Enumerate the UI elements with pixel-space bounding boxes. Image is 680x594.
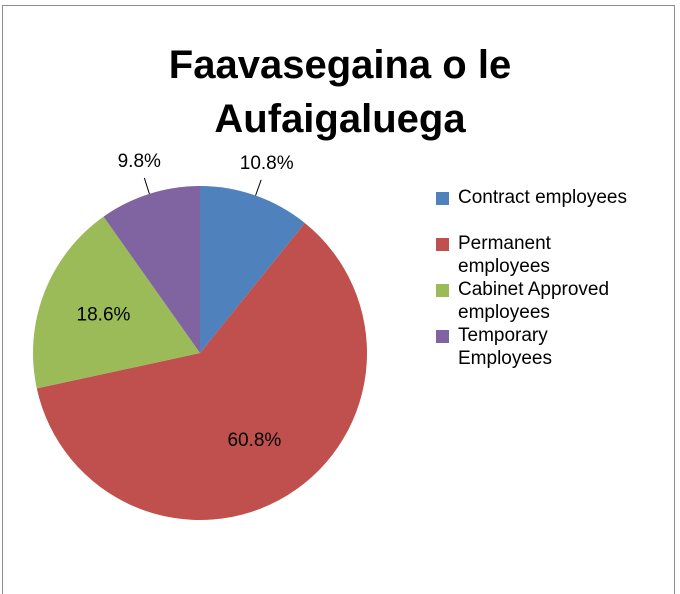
- legend-swatch: [436, 284, 449, 297]
- chart-title: Faavasegaina o le Aufaigaluega: [168, 43, 512, 141]
- data-label: 9.8%: [118, 151, 161, 172]
- legend-swatch: [436, 330, 449, 343]
- pie-slice: [200, 186, 305, 353]
- legend-item: Temporary Employees: [436, 324, 636, 370]
- legend-swatch: [436, 238, 449, 251]
- data-label: 18.6%: [77, 305, 131, 326]
- chart-frame: [2, 5, 675, 594]
- legend-label: Cabinet Approved employees: [458, 279, 610, 323]
- legend-label: Temporary Employees: [458, 325, 552, 369]
- legend-label: Contract employees: [458, 187, 627, 208]
- legend-item: Permanent employees: [436, 232, 636, 278]
- legend-swatch: [436, 192, 449, 205]
- leader-line: [143, 177, 150, 195]
- data-label: 60.8%: [227, 430, 281, 451]
- pie-slice: [103, 186, 200, 353]
- legend: Contract employees Permanent employees Cab…: [436, 186, 636, 370]
- legend-item: Cabinet Approved employees: [436, 278, 636, 324]
- data-label: 10.8%: [240, 153, 294, 174]
- pie-slice: [36, 222, 367, 520]
- legend-label: Permanent employees: [458, 233, 551, 277]
- leader-line: [255, 179, 262, 196]
- legend-item: Contract employees: [436, 186, 636, 232]
- pie-slice: [33, 216, 200, 389]
